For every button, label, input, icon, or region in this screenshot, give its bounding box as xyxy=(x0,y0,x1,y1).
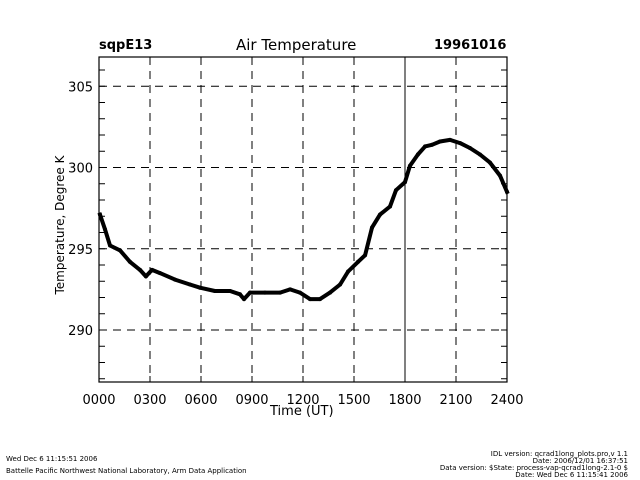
data-point xyxy=(172,277,177,282)
data-point xyxy=(423,144,428,149)
data-point xyxy=(307,297,312,302)
data-point xyxy=(438,139,443,144)
tick-labels: 0000 0300 0600 0900 1200 1500 1800 2100 2400 290 2… xyxy=(68,80,523,408)
x-tick-label: 0900 xyxy=(235,393,268,408)
data-point xyxy=(498,173,503,178)
plot-frame xyxy=(98,56,508,383)
data-point xyxy=(370,225,375,230)
data-point xyxy=(467,146,472,150)
axis-ticks xyxy=(98,57,508,382)
data-point xyxy=(228,289,233,293)
x-tick-label: 2100 xyxy=(439,393,472,408)
data-point xyxy=(430,142,435,147)
data-point xyxy=(150,267,155,272)
y-tick-label: 300 xyxy=(68,162,93,177)
data-point xyxy=(448,137,453,142)
data-point xyxy=(212,289,217,293)
footer-idl-version: IDL version: qcrad1long_plots.pro,v 1.1 xyxy=(490,450,628,458)
x-tick-label: 0300 xyxy=(133,393,166,408)
data-point xyxy=(488,160,492,165)
y-axis-label: Temperature, Degree K xyxy=(53,155,67,295)
y-tick-label: 290 xyxy=(68,324,93,339)
data-point xyxy=(378,212,383,217)
data-point xyxy=(403,180,407,185)
footer-data-date: Date: Wed Dec 6 11:15:41 2006 xyxy=(515,471,628,479)
chart-title: Air Temperature xyxy=(236,36,357,54)
x-axis-label: Time (UT) xyxy=(270,404,334,419)
data-point xyxy=(318,297,322,302)
data-point xyxy=(237,292,242,297)
data-point xyxy=(187,282,192,287)
footer-organization: Battelle Pacific Northwest National Labo… xyxy=(6,467,247,475)
x-tick-label: 0000 xyxy=(82,393,115,408)
data-point xyxy=(346,269,351,274)
data-point xyxy=(262,290,267,295)
series-group xyxy=(97,137,510,302)
y-tick-label: 305 xyxy=(68,80,93,95)
data-point xyxy=(158,271,163,276)
data-point xyxy=(393,188,398,193)
footer-idl-date: Date: 2006/12/01 16:37:51 xyxy=(532,457,628,465)
data-point xyxy=(278,290,283,295)
data-point xyxy=(247,290,252,295)
data-point xyxy=(363,253,368,258)
data-point xyxy=(338,282,343,287)
data-point xyxy=(458,141,463,146)
series-line-air-temperature xyxy=(97,137,510,302)
data-point xyxy=(297,290,302,295)
grid-lines xyxy=(99,57,507,382)
footer-data-version: Data version: $State: process-vap-qcrad1… xyxy=(439,464,628,472)
data-point xyxy=(118,248,123,253)
data-point xyxy=(477,152,482,157)
data-point xyxy=(415,152,420,157)
data-point xyxy=(102,227,107,232)
x-tick-label: 1200 xyxy=(286,393,319,408)
data-point xyxy=(388,204,393,209)
data-point xyxy=(108,243,113,248)
footer-timestamp: Wed Dec 6 11:15:51 2006 xyxy=(6,455,98,463)
data-point xyxy=(288,287,293,292)
data-point xyxy=(242,297,247,302)
data-point xyxy=(328,290,333,295)
y-tick-label: 295 xyxy=(68,243,93,258)
data-point xyxy=(197,285,202,290)
data-point xyxy=(127,259,132,264)
x-tick-label: 1500 xyxy=(337,393,370,408)
data-point xyxy=(407,163,412,168)
x-tick-label: 1800 xyxy=(388,393,421,408)
data-point xyxy=(137,267,142,272)
data-point xyxy=(356,259,361,264)
x-tick-label: 2400 xyxy=(490,393,523,408)
data-point xyxy=(143,274,148,279)
x-tick-label: 0600 xyxy=(184,393,217,408)
site-label: sqpE13 xyxy=(99,38,153,53)
date-label: 19961016 xyxy=(434,38,507,53)
